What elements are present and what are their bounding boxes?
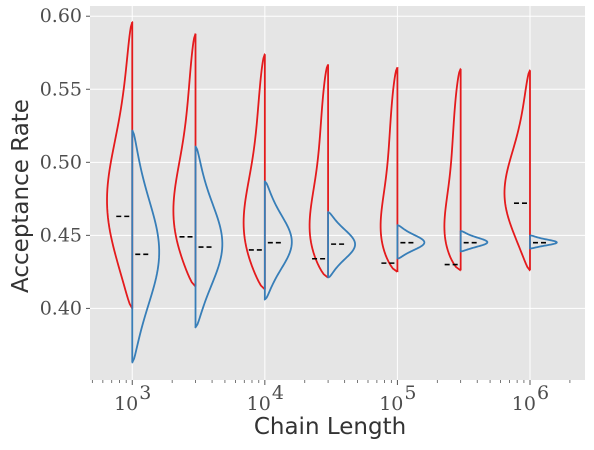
- violin-outline: [443, 67, 462, 272]
- violin-outline: [396, 224, 426, 260]
- right-violin: [131, 129, 161, 364]
- x-tick-mantissa: 10: [512, 393, 536, 415]
- violin-outline: [308, 63, 329, 279]
- x-tick-label: 10 5: [379, 382, 416, 415]
- violin-outline: [194, 145, 224, 329]
- violin-outline: [327, 211, 356, 279]
- x-tick-exponent: 3: [139, 382, 151, 404]
- right-violin: [396, 224, 426, 260]
- right-violin: [459, 230, 489, 253]
- y-axis-label: Acceptance Rate: [8, 99, 34, 293]
- y-tick-label: 0.40: [40, 297, 82, 319]
- plot-background: [90, 6, 585, 380]
- x-tick-label: 10 3: [114, 382, 151, 415]
- x-tick-label: 10 4: [247, 382, 284, 415]
- x-tick-exponent: 6: [537, 382, 549, 404]
- x-tick-label: 10 6: [512, 382, 549, 415]
- right-violin: [529, 234, 558, 250]
- x-tick-mantissa: 10: [379, 393, 403, 415]
- violin-outline: [242, 53, 266, 291]
- violin-outline: [379, 66, 399, 273]
- violin-outline: [131, 129, 161, 364]
- violins: [106, 21, 558, 364]
- y-tick-label: 0.50: [40, 151, 82, 173]
- violin-outline: [172, 32, 197, 288]
- y-tick-label: 0.55: [40, 78, 82, 100]
- violin-outline: [529, 234, 558, 250]
- x-tick-mantissa: 10: [247, 393, 271, 415]
- right-violin: [263, 180, 293, 301]
- x-tick-exponent: 5: [404, 382, 416, 404]
- violin-outline: [459, 230, 489, 253]
- right-violin: [194, 145, 224, 329]
- violin-outline: [503, 69, 531, 272]
- x-axis-label: Chain Length: [254, 414, 406, 440]
- violin-outline: [106, 21, 134, 310]
- y-tick-label: 0.45: [40, 224, 82, 246]
- x-tick-mantissa: 10: [114, 393, 138, 415]
- right-violin: [327, 211, 356, 279]
- violin-outline: [263, 180, 293, 301]
- y-tick-label: 0.60: [40, 5, 82, 27]
- x-tick-exponent: 4: [272, 382, 284, 404]
